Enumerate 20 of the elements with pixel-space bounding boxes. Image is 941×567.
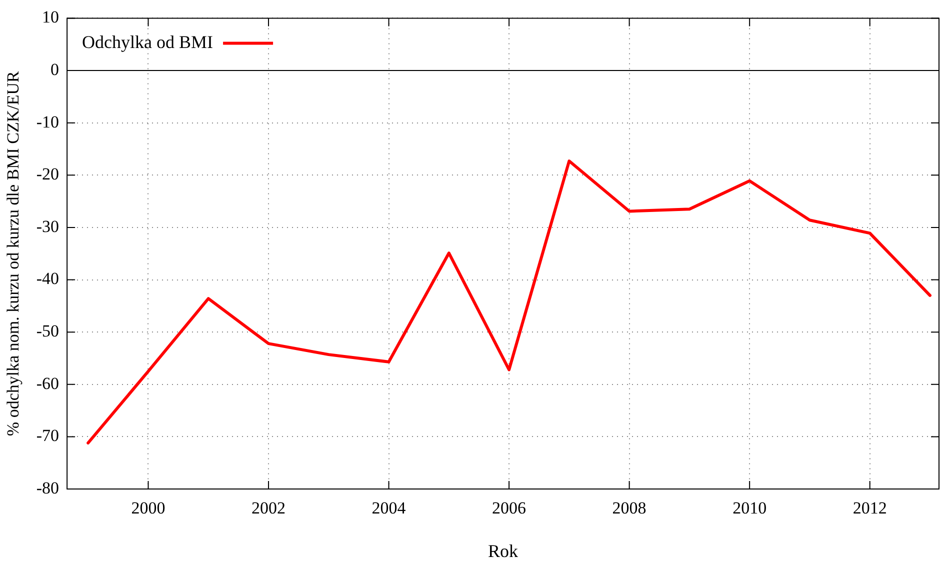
y-tick-label: -80 [36,478,60,498]
y-tick-label: -60 [36,374,60,393]
x-tick-label: 2002 [252,498,286,518]
y-tick-label: -30 [36,216,60,236]
x-tick-label: 2010 [732,498,767,518]
y-tick-label: 10 [42,8,60,27]
y-tick-label: -20 [36,164,60,184]
legend-label: Odchylka od BMI [82,32,214,52]
y-tick-label: 0 [50,60,60,79]
y-axis-title: % odchylka nom. kurzu od kurzu dle BMI CZK/EUR [4,70,23,436]
x-tick-label: 2012 [852,498,887,518]
x-tick-label: 2004 [372,498,406,518]
x-tick-label: 2008 [612,498,646,518]
x-tick-label: 2000 [131,498,166,518]
y-tick-label: -70 [36,426,60,446]
x-tick-label: 2006 [492,498,526,518]
y-tick-label: -50 [36,322,60,341]
y-tick-label: -40 [36,269,60,288]
y-tick-label: -10 [36,112,60,132]
x-axis-title: Rok [488,540,518,561]
